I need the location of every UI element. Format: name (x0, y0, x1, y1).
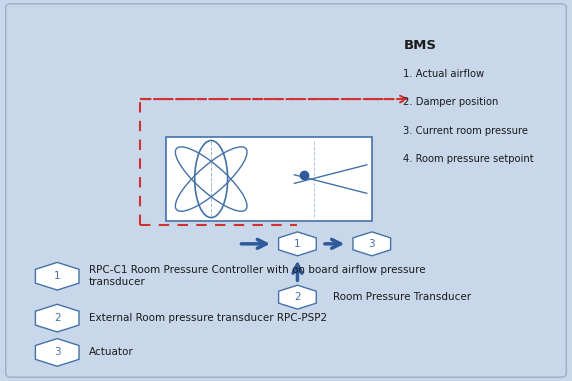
Polygon shape (35, 339, 79, 366)
Text: 3: 3 (368, 239, 375, 249)
Text: BMS: BMS (403, 39, 436, 52)
Text: 2: 2 (294, 292, 301, 302)
Text: 3: 3 (54, 347, 61, 357)
Polygon shape (35, 263, 79, 290)
Text: 4. Room pressure setpoint: 4. Room pressure setpoint (403, 154, 534, 164)
Text: RPC-C1 Room Pressure Controller with on board airflow pressure
transducer: RPC-C1 Room Pressure Controller with on … (89, 266, 426, 287)
FancyBboxPatch shape (6, 4, 566, 377)
Polygon shape (35, 304, 79, 332)
Text: Room Pressure Transducer: Room Pressure Transducer (333, 292, 471, 302)
Text: 3. Current room pressure: 3. Current room pressure (403, 126, 529, 136)
Polygon shape (279, 285, 316, 309)
Text: External Room pressure transducer RPC-PSP2: External Room pressure transducer RPC-PS… (89, 313, 327, 323)
Text: Actuator: Actuator (89, 347, 133, 357)
Bar (166, 137, 372, 221)
Text: 1: 1 (54, 271, 61, 281)
Text: 2: 2 (54, 313, 61, 323)
Text: 1. Actual airflow: 1. Actual airflow (403, 69, 484, 78)
Polygon shape (353, 232, 391, 256)
Polygon shape (279, 232, 316, 256)
Text: 1: 1 (294, 239, 301, 249)
Text: 2. Damper position: 2. Damper position (403, 97, 499, 107)
